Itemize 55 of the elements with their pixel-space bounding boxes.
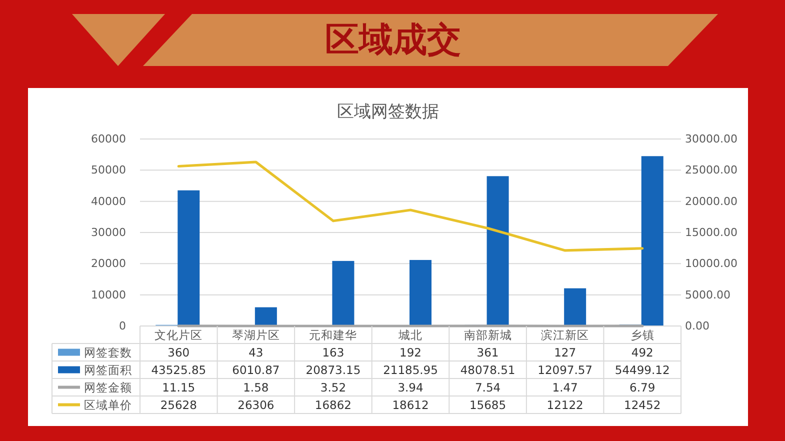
data-label: 12452 [624,398,661,412]
data-label: 26306 [238,398,274,412]
data-label: 3.52 [320,380,346,394]
x-tick-label: 乡镇 [630,328,654,342]
y2-tick-label: 10000.00 [685,257,738,270]
y-tick-label: 0 [119,320,126,332]
x-tick-label: 文化片区 [154,328,203,342]
y-tick-label: 10000 [91,288,126,302]
data-label: 7.54 [474,380,501,394]
data-label: 16862 [314,398,352,412]
y-tick-label: 30000 [91,226,126,239]
data-label: 1.47 [552,380,578,394]
y-tick-label: 40000 [91,194,126,208]
data-label: 6010.87 [232,362,280,377]
chart-title: 区域成交 [325,20,461,60]
y2-tick-label: 30000.00 [685,132,738,146]
data-label: 11.15 [162,380,196,394]
data-label: 43 [248,345,264,360]
data-label: 492 [631,345,654,360]
y2-tick-label: 25000.00 [685,164,738,177]
y-tick-label: 60000 [91,132,126,146]
data-label: 3.94 [398,380,424,394]
data-label: 48078.51 [460,362,516,377]
data-label: 1.58 [243,380,269,394]
x-tick-label: 元和建华 [309,328,358,342]
x-tick-label: 南部新城 [464,328,512,342]
data-label: 163 [322,345,344,360]
x-tick-label: 滨江新区 [541,328,590,342]
data-label: 15685 [469,398,506,412]
data-label: 25628 [160,398,197,412]
y2-tick-label: 5000.00 [685,288,730,302]
data-label: 127 [554,345,576,360]
data-label: 21185.95 [383,362,438,377]
legend-label: 网签套数 [84,345,132,360]
x-tick-label: 琴湖片区 [232,328,280,342]
data-label: 192 [400,345,422,360]
data-label: 6.79 [630,380,656,394]
y2-tick-label: 15000.00 [685,226,738,239]
data-label: 54499.12 [614,362,670,377]
data-label: 43525.85 [151,362,206,377]
data-label: 18612 [392,398,429,412]
data-label: 360 [168,345,190,360]
legend-label: 网签金额 [84,380,132,394]
y2-tick-label: 20000.00 [685,194,738,208]
y2-tick-label: 0.00 [685,320,710,332]
data-label: 20873.15 [306,362,361,377]
data-label: 12122 [546,398,584,412]
x-tick-label: 城北 [398,328,422,342]
legend-label: 区域单价 [84,398,132,412]
y-tick-label: 50000 [91,164,126,177]
data-label: 361 [476,345,499,360]
chart-subtitle: 区域网签数据 [337,102,439,122]
y-tick-label: 20000 [91,257,126,270]
legend-label: 网签面积 [84,362,132,377]
data-label: 12097.57 [538,362,593,377]
